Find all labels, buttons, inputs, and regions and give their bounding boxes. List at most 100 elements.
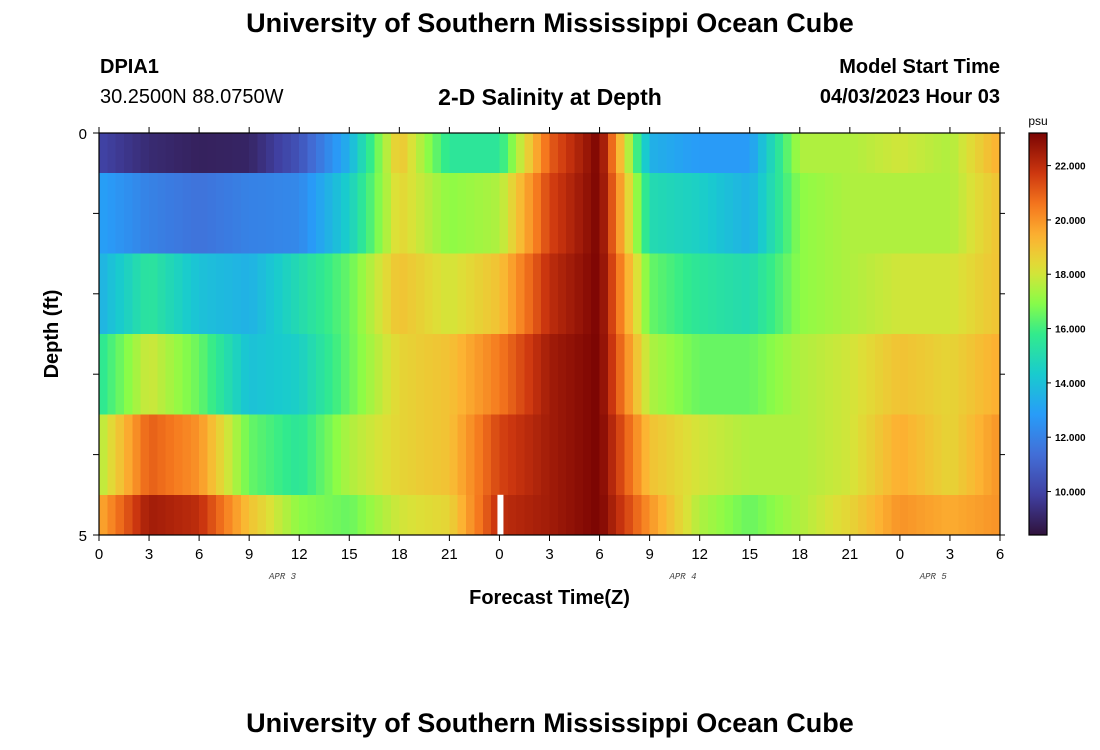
heat-cell [632, 414, 642, 496]
heat-cell [340, 414, 350, 496]
heat-cell [649, 253, 659, 335]
heat-cell [891, 494, 901, 536]
heat-cell [207, 414, 217, 496]
heat-cell [532, 173, 542, 254]
heat-cell [841, 494, 851, 536]
heat-cell [699, 253, 709, 335]
x-tick-label: 21 [841, 546, 858, 563]
heat-cell [349, 253, 359, 335]
heat-cell [758, 253, 767, 335]
heat-cell [524, 494, 534, 536]
heat-cell [224, 334, 234, 415]
heat-cell [616, 253, 626, 335]
heat-cell [858, 253, 868, 335]
heat-cell [974, 334, 984, 415]
heat-cell [382, 334, 392, 415]
x-tick-label: 6 [595, 546, 603, 563]
x-axis: 0 3 6 9 12 15 18 21 0 3 6 9 12 15 18 21 0 3 6 APR 3 APR 4 APR… [95, 127, 1004, 582]
heat-cell [791, 414, 801, 496]
heat-cell [916, 414, 926, 496]
heat-cell [516, 414, 526, 496]
heat-cell [874, 414, 884, 496]
heat-cell [749, 133, 759, 174]
x-tick-label: 3 [545, 546, 553, 563]
heat-cell [866, 334, 876, 415]
heat-cell [399, 253, 409, 335]
heat-cell [833, 253, 843, 335]
heat-cell [174, 414, 184, 496]
heat-cell [849, 173, 859, 254]
heat-cell [190, 494, 200, 536]
heat-cell [632, 494, 642, 536]
heat-cell [140, 494, 150, 536]
heat-cell [257, 494, 267, 536]
heat-cell [657, 414, 667, 496]
heat-cell [124, 494, 133, 536]
heat-cell [933, 173, 943, 254]
x-tick-label: 12 [291, 546, 308, 563]
y-axis: 05 [79, 126, 1005, 545]
heat-cell [190, 173, 200, 254]
heat-cell [958, 173, 968, 254]
heat-cell [966, 414, 976, 496]
heat-cell [265, 334, 275, 415]
x-tick-label: 18 [391, 546, 408, 563]
heat-cell [674, 173, 684, 254]
heat-cell [866, 253, 876, 335]
heat-cell [816, 414, 826, 496]
heat-cell [207, 173, 217, 254]
heat-cell [691, 414, 701, 496]
heat-cell [290, 173, 300, 254]
heat-cell [708, 133, 717, 174]
heat-cell [833, 494, 843, 536]
heat-cell [557, 414, 567, 496]
heat-cell [691, 334, 701, 415]
heat-cell [557, 494, 567, 536]
heat-cell [899, 414, 909, 496]
heat-cell [682, 173, 692, 254]
heat-cell [349, 414, 359, 496]
heat-cell [474, 414, 484, 496]
heat-cell [816, 334, 826, 415]
heat-cell [949, 173, 959, 254]
heat-cell [507, 173, 517, 254]
heat-cell [582, 253, 592, 335]
colorbar-tick-label: 22.000 [1055, 162, 1086, 173]
heat-cell [549, 173, 559, 254]
heat-cell [374, 253, 384, 335]
heat-cell [541, 173, 551, 254]
heat-cell [224, 173, 234, 254]
heat-cell [257, 334, 267, 415]
heat-cell [516, 173, 526, 254]
heat-cell [390, 173, 400, 254]
heat-cell [766, 494, 776, 536]
heat-cell [482, 133, 492, 174]
heat-cell [132, 334, 142, 415]
x-axis-title: Forecast Time(Z) [469, 587, 630, 609]
heat-cell [824, 133, 834, 174]
heat-cell [783, 494, 793, 536]
heat-cell [441, 133, 450, 174]
heat-cell [624, 253, 634, 335]
heat-cell [149, 334, 158, 415]
heat-cell [491, 173, 501, 254]
heat-cell [457, 133, 467, 174]
heat-cell [783, 253, 793, 335]
heat-cell [758, 494, 767, 536]
heat-cell [983, 133, 993, 174]
heat-cell [991, 133, 1001, 174]
heat-cell [149, 494, 158, 536]
heat-cell [382, 494, 392, 536]
heat-cell [883, 253, 893, 335]
heat-cell [949, 494, 959, 536]
heat-cell [632, 133, 642, 174]
heat-cell [566, 334, 576, 415]
heat-cell [674, 253, 684, 335]
heat-cell [140, 414, 150, 496]
heat-cell [240, 173, 250, 254]
heat-cell [966, 334, 976, 415]
heat-cell [908, 133, 918, 174]
heat-cell [207, 334, 217, 415]
heat-cell [833, 334, 843, 415]
